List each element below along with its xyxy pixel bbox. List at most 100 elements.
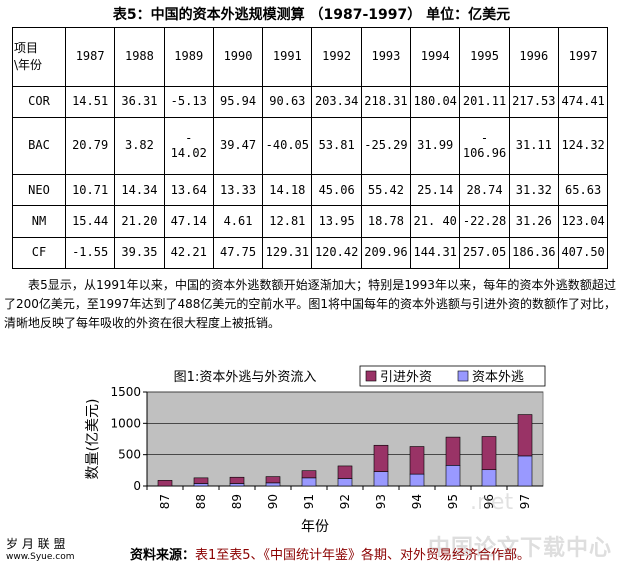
bar-foreign-investment [265,476,281,484]
bar-capital-flight [193,483,209,487]
table-cell: 45.06 [311,173,362,207]
x-tick-label: 94 [410,494,424,509]
table-cell: 124.32 [557,117,609,175]
x-tick-label: 89 [230,494,244,509]
table-cell: 25.14 [410,173,461,207]
bar-foreign-investment [373,444,389,472]
table-cell: 129.31 [262,236,313,270]
table-header-row: 项目 \年份 1987 1988 1989 1990 1991 1992 199… [12,27,609,87]
table-cell: - 106.96 [459,117,510,175]
table-cell: 474.41 [557,85,609,119]
table-cell: 12.81 [262,205,313,238]
table-row: CF -1.55 39.35 42.21 47.75 129.31 120.42 209.96… [12,236,609,270]
year-header: 1991 [262,27,313,87]
bar-foreign-investment [481,436,497,471]
year-header: 1992 [311,27,362,87]
bar-capital-flight [517,455,533,487]
year-header: 1989 [163,27,214,87]
table-cell: 39.47 [212,117,264,175]
x-tick-label: 87 [158,494,172,509]
legend-swatch [457,370,469,382]
bar-capital-flight [373,471,389,487]
y-tick-label: 1500 [110,385,141,399]
table-cell: 31.11 [508,117,559,175]
year-header: 1993 [360,27,412,87]
bar-capital-flight [445,465,461,487]
bar-capital-flight [265,482,281,487]
bar-capital-flight [301,477,317,487]
corner-cell: 项目 \年份 [12,27,66,87]
table-cell: 186.36 [508,236,559,270]
table-cell: 39.35 [114,236,165,270]
capital-flight-table: 项目 \年份 1987 1988 1989 1990 1991 1992 199… [12,27,609,270]
year-header: 1987 [64,27,116,87]
table-cell: 47.14 [163,205,214,238]
table-cell: 42.21 [163,236,214,270]
table-cell: 31.32 [508,173,559,207]
row-label: NEO [12,173,66,207]
row-label: NM [12,205,66,238]
x-tick-label: 88 [194,494,208,509]
table-cell: 13.95 [311,205,362,238]
table-row: COR 14.51 36.31 -5.13 95.94 90.63 203.34 218.31… [12,85,609,119]
bar-foreign-investment [193,477,209,484]
bar-foreign-investment [301,470,317,479]
table-cell: 13.33 [212,173,264,207]
watermark-logo-url: www.Syue.com [6,552,75,562]
table-cell: 47.75 [212,236,264,270]
y-axis-label: 数量(亿美元) [85,399,101,480]
table-cell: 15.44 [64,205,116,238]
year-header: 1997 [557,27,609,87]
table-cell: 18.78 [360,205,412,238]
row-label: CF [12,236,66,270]
legend-swatch [365,370,377,382]
table-cell: 28.74 [459,173,510,207]
table-row: NM 15.44 21.20 47.14 4.61 12.81 13.95 18.78 21. … [12,205,609,238]
table-cell: 31.99 [410,117,461,175]
table-cell: 65.63 [557,173,609,207]
table-cell: 14.34 [114,173,165,207]
table-cell: 21. 40 [410,205,461,238]
table-cell: 257.05 [459,236,510,270]
table-cell: -5.13 [163,85,214,119]
table-cell: 218.31 [360,85,412,119]
table-cell: 10.71 [64,173,116,207]
bar-foreign-investment [445,436,461,466]
table-cell: 4.61 [212,205,264,238]
table-cell: - 14.02 [163,117,214,175]
corner-label-year: \年份 [14,57,43,72]
body-paragraph: 表5显示，从1991年以来，中国的资本外逃数额开始逐渐加大；特别是1993年以来… [4,278,616,330]
table-cell: 217.53 [508,85,559,119]
table-cell: 203.34 [311,85,362,119]
legend-label: 资本外逃 [472,370,524,385]
x-tick-label: 96 [482,494,496,509]
table-cell: 14.18 [262,173,313,207]
table-title: 表5：中国的资本外逃规模测算 （1987-1997） 单位：亿美元 [112,7,511,23]
x-tick-label: 90 [266,494,280,509]
year-header: 1995 [459,27,510,87]
table-cell: 209.96 [360,236,412,270]
table-cell: 120.42 [311,236,362,270]
table-cell: 90.63 [262,85,313,119]
bar-foreign-investment [517,414,533,457]
table-cell: 14.51 [64,85,116,119]
table-cell: 123.04 [557,205,609,238]
table-cell: 36.31 [114,85,165,119]
y-tick-label: 500 [118,448,141,462]
year-header: 1988 [114,27,165,87]
legend-box [359,365,546,387]
table-cell: 201.11 [459,85,510,119]
x-tick-label: 95 [446,494,460,509]
table-cell: 55.42 [360,173,412,207]
x-tick-label: 91 [302,494,316,509]
source-text: 表1至表5、《中国统计年鉴》各期、对外贸易经济合作部。 [195,548,531,563]
source-label: 资料来源： [130,548,196,563]
table-cell: 53.81 [311,117,362,175]
row-label: COR [12,85,66,119]
y-tick-label: 1000 [110,416,141,430]
table-row: NEO 10.71 14.34 13.64 13.33 14.18 45.06 55.42 25… [12,173,609,207]
year-header: 1994 [410,27,461,87]
table-cell: -22.28 [459,205,510,238]
chart-container: 0 500 1000 1500 87 88 89 90 91 92 93 94 95 96 97 图1:资本外… [70,364,550,536]
bar-capital-flight [409,473,425,487]
